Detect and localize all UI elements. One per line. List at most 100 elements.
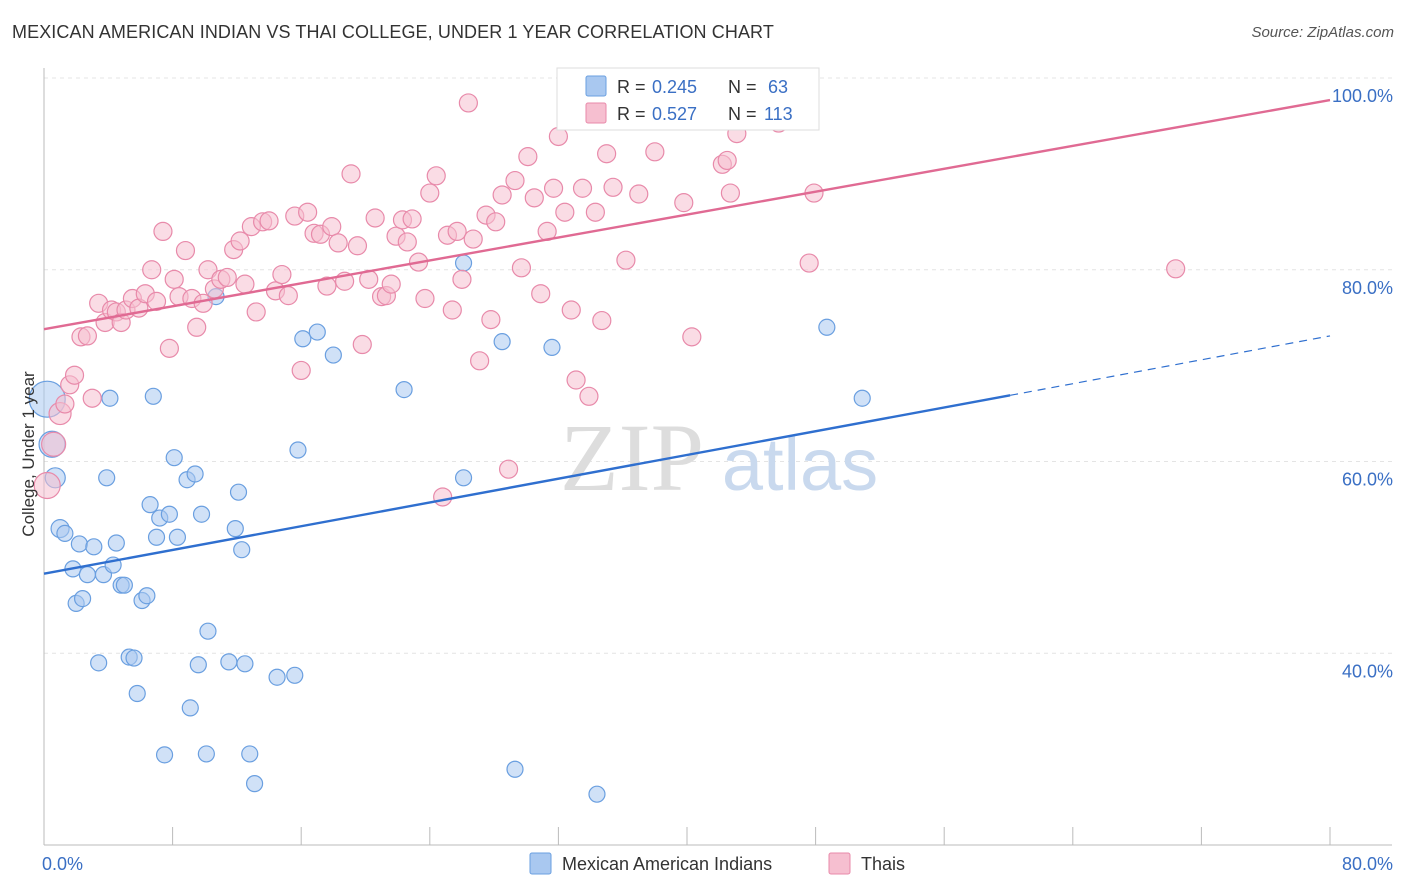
x-tick-label-0: 0.0% <box>42 854 83 874</box>
y-tick-label-100: 100.0% <box>1332 86 1393 106</box>
data-point-mexican-61 <box>853 389 871 407</box>
trend-line-mexican <box>43 394 1011 575</box>
data-point-thais-18 <box>142 260 162 280</box>
y-axis-title: College, Under 1 year <box>19 371 38 537</box>
data-point-thais-5 <box>64 365 85 385</box>
legend-top-r-label-1: R = <box>617 104 646 124</box>
data-point-thais-93 <box>585 202 605 222</box>
data-point-thais-21 <box>159 338 179 358</box>
data-point-mexican-52 <box>324 346 342 364</box>
data-point-thais-31 <box>217 267 237 288</box>
data-point-mexican-14 <box>101 389 119 407</box>
data-point-thais-89 <box>561 300 581 320</box>
data-point-thais-74 <box>470 351 490 371</box>
data-point-thais-34 <box>235 274 255 294</box>
trend-lines <box>43 98 1331 575</box>
data-point-thais-58 <box>381 274 401 294</box>
data-point-mexican-10 <box>85 538 103 556</box>
data-point-thais-83 <box>524 188 544 208</box>
data-point-mexican-23 <box>138 587 156 605</box>
data-point-thais-8 <box>82 388 102 408</box>
data-point-thais-112 <box>1166 259 1186 279</box>
watermark: ZIP atlas <box>560 404 878 511</box>
data-point-thais-3 <box>55 394 75 414</box>
data-point-thais-79 <box>498 459 519 479</box>
watermark-atlas: atlas <box>722 423 878 506</box>
data-point-mexican-56 <box>493 333 511 351</box>
data-point-mexican-7 <box>70 535 88 553</box>
data-point-mexican-50 <box>294 330 312 348</box>
data-point-thais-65 <box>420 183 440 203</box>
data-point-thais-98 <box>616 250 636 270</box>
data-point-thais-110 <box>799 253 819 273</box>
legend-top-n-label-1: N = <box>728 104 757 124</box>
data-point-thais-48 <box>322 217 342 237</box>
data-point-thais-73 <box>463 229 483 249</box>
data-point-thais-77 <box>486 212 506 232</box>
data-point-thais-102 <box>674 193 694 213</box>
data-point-thais-106 <box>720 183 741 203</box>
data-point-thais-22 <box>164 269 184 289</box>
data-point-thais-20 <box>153 221 173 241</box>
data-point-mexican-41 <box>226 520 244 538</box>
legend-bottom: Mexican American Indians Thais <box>529 852 905 875</box>
series-mexican-american-indians-points <box>28 254 871 803</box>
x-tick-label-1: 80.0% <box>1342 854 1393 874</box>
data-point-thais-26 <box>187 317 207 337</box>
data-point-mexican-28 <box>155 746 174 764</box>
data-point-thais-44 <box>298 202 318 222</box>
data-point-mexican-58 <box>543 338 561 357</box>
data-point-mexican-35 <box>189 656 207 674</box>
data-point-thais-81 <box>511 258 532 278</box>
source-credit: Source: ZipAtlas.com <box>1251 24 1394 41</box>
data-point-mexican-54 <box>454 254 473 272</box>
data-point-mexican-11 <box>90 654 108 672</box>
data-point-thais-28 <box>198 260 218 280</box>
legend-top-swatch-thais <box>585 102 607 124</box>
trend-line-thais <box>43 98 1331 331</box>
data-point-thais-69 <box>442 300 462 320</box>
axes <box>43 68 1392 846</box>
y-tick-label-40: 40.0% <box>1342 661 1393 681</box>
y-tick-label-60: 60.0% <box>1342 470 1393 490</box>
data-point-mexican-48 <box>286 666 304 684</box>
data-point-thais-67 <box>433 487 453 507</box>
data-point-mexican-34 <box>186 465 204 483</box>
data-point-mexican-47 <box>268 668 286 686</box>
data-point-thais-7 <box>77 326 98 346</box>
data-point-mexican-40 <box>220 653 238 671</box>
data-point-thais-1 <box>41 431 67 457</box>
data-point-mexican-57 <box>506 760 524 778</box>
data-point-mexican-38 <box>199 622 217 640</box>
data-point-thais-0 <box>33 471 61 500</box>
data-point-thais-41 <box>278 286 298 306</box>
data-point-thais-38 <box>259 211 279 231</box>
data-point-thais-90 <box>566 370 586 390</box>
legend-top-n-value-1: 113 <box>764 104 793 124</box>
data-point-thais-86 <box>543 178 564 198</box>
data-point-mexican-21 <box>128 684 146 703</box>
data-point-thais-88 <box>555 202 575 222</box>
data-point-thais-24 <box>175 240 196 261</box>
data-point-thais-96 <box>603 177 623 197</box>
legend-top-r-value-0: 0.245 <box>652 77 697 97</box>
data-point-mexican-51 <box>308 323 326 341</box>
y-tick-label-80: 80.0% <box>1342 278 1393 298</box>
data-point-thais-84 <box>531 284 551 304</box>
data-point-mexican-60 <box>818 318 836 336</box>
legend-bottom-label-thais: Thais <box>861 854 905 874</box>
data-point-thais-103 <box>682 327 702 347</box>
legend-top-swatch-mexican <box>585 75 607 97</box>
legend-top-r-label-0: R = <box>617 77 646 97</box>
data-point-mexican-29 <box>160 505 178 523</box>
trend-line-mexican-extension <box>1009 335 1331 396</box>
data-point-mexican-46 <box>245 775 264 793</box>
data-point-thais-100 <box>629 184 649 204</box>
data-point-thais-19 <box>146 291 167 311</box>
data-point-thais-66 <box>426 166 446 186</box>
data-point-mexican-9 <box>78 566 97 584</box>
data-point-thais-92 <box>579 386 599 406</box>
data-point-mexican-49 <box>289 441 307 459</box>
data-point-mexican-36 <box>192 505 211 523</box>
